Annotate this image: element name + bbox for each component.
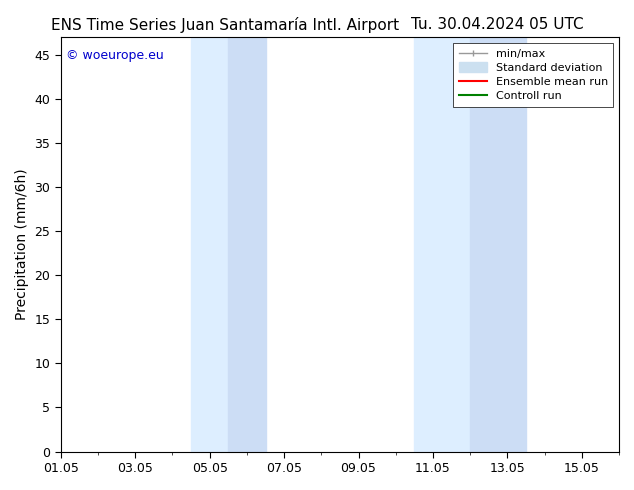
Legend: min/max, Standard deviation, Ensemble mean run, Controll run: min/max, Standard deviation, Ensemble me… [453, 43, 614, 107]
Bar [470, 37, 526, 452]
Text: ENS Time Series Juan Santamaría Intl. Airport: ENS Time Series Juan Santamaría Intl. Ai… [51, 17, 399, 33]
Text: Tu. 30.04.2024 05 UTC: Tu. 30.04.2024 05 UTC [411, 17, 583, 32]
Bar [228, 37, 266, 452]
Bar [191, 37, 228, 452]
Text: © woeurope.eu: © woeurope.eu [67, 49, 164, 63]
Bar [415, 37, 470, 452]
Y-axis label: Precipitation (mm/6h): Precipitation (mm/6h) [15, 169, 29, 320]
